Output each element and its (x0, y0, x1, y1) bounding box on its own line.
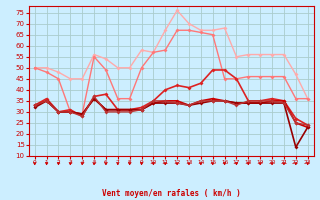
Text: Vent moyen/en rafales ( km/h ): Vent moyen/en rafales ( km/h ) (102, 189, 241, 198)
